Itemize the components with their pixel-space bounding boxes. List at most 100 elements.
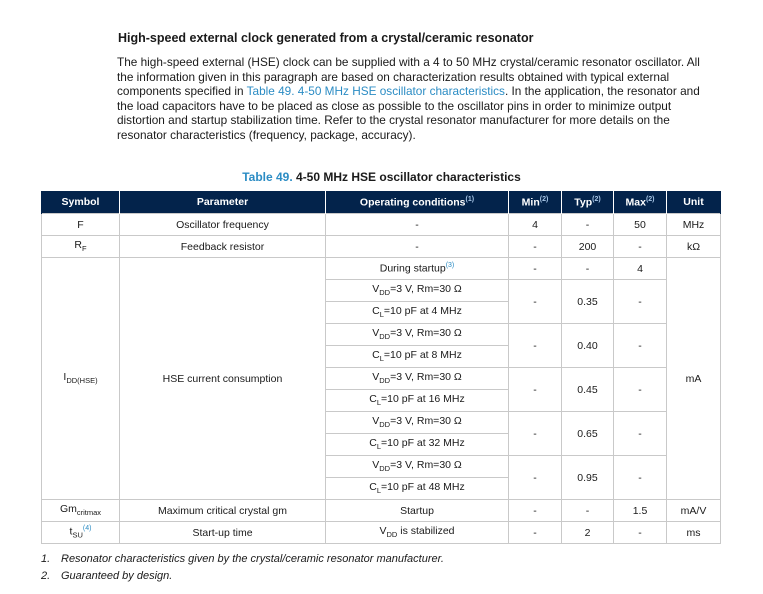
symbol-subscript: critmax xyxy=(76,508,102,518)
vdd-label: V xyxy=(372,283,380,296)
cell-conditions-vdd: VDD=3 V, Rm=30 Ω xyxy=(325,323,509,346)
cell-parameter: Maximum critical crystal gm xyxy=(119,499,326,522)
vdd-subscript: DD xyxy=(379,376,391,386)
cell-symbol: tSU(4) xyxy=(41,521,120,544)
cell-min: - xyxy=(508,257,562,280)
cell-max: - xyxy=(613,367,667,412)
table-row: VDD=3 V, Rm=30 Ω - 0.45 - xyxy=(42,367,721,412)
cl-subscript: L xyxy=(379,354,384,364)
body-paragraph: The high-speed external (HSE) clock can … xyxy=(117,55,717,143)
cell-parameter: Feedback resistor xyxy=(119,235,326,258)
cell-conditions-vdd: VDD=3 V, Rm=30 Ω xyxy=(325,455,509,478)
table-row: Gmcritmax Maximum critical crystal gm St… xyxy=(41,499,721,522)
note-item: 2. Guaranteed by design. xyxy=(41,568,444,585)
cell-min: - xyxy=(508,455,562,500)
footnote-ref[interactable]: (2) xyxy=(592,195,601,203)
cl-condition: =10 pF at 16 MHz xyxy=(381,393,465,406)
condition-text: is stabilized xyxy=(397,525,455,538)
footnote-ref[interactable]: (4) xyxy=(82,525,92,533)
header-max: Max(2) xyxy=(613,191,667,214)
cell-conditions-cl: CL=10 pF at 4 MHz xyxy=(325,301,509,324)
cl-subscript: L xyxy=(376,442,381,452)
cell-typ: 200 xyxy=(561,235,614,258)
header-typ-label: Typ xyxy=(574,196,593,209)
cell-typ: 0.40 xyxy=(561,323,614,368)
cl-subscript: L xyxy=(376,486,381,496)
header-symbol: Symbol xyxy=(41,191,120,214)
table-caption: Table 49. 4-50 MHz HSE oscillator charac… xyxy=(0,170,763,184)
symbol-main: R xyxy=(74,239,82,252)
header-min: Min(2) xyxy=(508,191,562,214)
cell-typ: - xyxy=(561,257,614,280)
hse-characteristics-table: Symbol Parameter Operating conditions(1)… xyxy=(41,191,721,544)
footnote-ref[interactable]: (1) xyxy=(465,195,475,203)
symbol-subscript: F xyxy=(82,244,87,254)
cell-min: - xyxy=(508,499,562,522)
cell-max: - xyxy=(613,279,667,324)
cl-label: C xyxy=(369,393,377,406)
header-unit: Unit xyxy=(666,191,721,214)
header-typ: Typ(2) xyxy=(561,191,614,214)
cl-condition: =10 pF at 32 MHz xyxy=(381,437,465,450)
table-row: CL=10 pF at 32 MHz xyxy=(42,433,721,456)
symbol-subscript: SU xyxy=(72,530,83,540)
cell-symbol: IDD(HSE) xyxy=(41,257,120,500)
footnote-ref[interactable]: (2) xyxy=(645,195,655,203)
cell-unit: mA/V xyxy=(666,499,721,522)
table-row: VDD=3 V, Rm=30 Ω - 0.95 - xyxy=(42,455,721,500)
cell-conditions-cl: CL=10 pF at 8 MHz xyxy=(325,345,509,368)
cell-max: - xyxy=(613,455,667,500)
vdd-subscript: DD xyxy=(379,332,391,342)
cell-min: - xyxy=(508,323,562,368)
cell-max: 50 xyxy=(613,213,667,236)
cell-typ: 0.35 xyxy=(561,279,614,324)
cell-typ: 2 xyxy=(561,521,614,544)
cell-conditions: Startup xyxy=(325,499,509,522)
cell-min: 4 xyxy=(508,213,562,236)
cell-unit: ms xyxy=(666,521,721,544)
cl-label: C xyxy=(372,305,380,318)
cell-typ: 0.65 xyxy=(561,411,614,456)
cell-conditions-vdd: VDD=3 V, Rm=30 Ω xyxy=(325,411,509,434)
section-heading: High-speed external clock generated from… xyxy=(118,31,534,45)
cell-max: 4 xyxy=(613,257,667,280)
cell-conditions-vdd: VDD=3 V, Rm=30 Ω xyxy=(325,279,509,302)
paragraph-text-end: . In the application, the resonator and … xyxy=(117,84,700,142)
note-number: 2. xyxy=(41,570,51,582)
cell-unit: MHz xyxy=(666,213,721,236)
table-number: Table 49. xyxy=(242,170,293,184)
vdd-condition: =3 V, Rm=30 Ω xyxy=(390,283,462,296)
table-row: CL=10 pF at 16 MHz xyxy=(42,389,721,412)
cell-min: - xyxy=(508,521,562,544)
vdd-condition: =3 V, Rm=30 Ω xyxy=(390,415,462,428)
footnote-ref[interactable]: (2) xyxy=(539,195,549,203)
header-min-label: Min xyxy=(521,196,540,209)
header-max-label: Max xyxy=(625,196,646,209)
header-conditions-label: Operating conditions xyxy=(359,196,466,209)
cl-subscript: L xyxy=(379,310,384,320)
cell-typ: 0.45 xyxy=(561,367,614,412)
cell-max: - xyxy=(613,411,667,456)
table-row: RF Feedback resistor - - 200 - kΩ xyxy=(41,235,721,258)
cell-symbol: F xyxy=(41,213,120,236)
cell-symbol: RF xyxy=(41,235,120,258)
vdd-subscript: DD xyxy=(386,530,398,540)
table-row: IDD(HSE) HSE current consumption During … xyxy=(41,257,721,500)
cell-conditions-cl: CL=10 pF at 32 MHz xyxy=(325,433,509,456)
footnote-ref[interactable]: (3) xyxy=(445,262,455,270)
cell-conditions-cl: CL=10 pF at 16 MHz xyxy=(325,389,509,412)
vdd-label: V xyxy=(379,525,387,538)
cell-unit: kΩ xyxy=(666,235,721,258)
cell-min: - xyxy=(508,279,562,324)
symbol-subscript: DD(HSE) xyxy=(66,376,98,386)
cell-min: - xyxy=(508,411,562,456)
vdd-condition: =3 V, Rm=30 Ω xyxy=(390,371,462,384)
table-reference-link[interactable]: Table 49. 4-50 MHz HSE oscillator charac… xyxy=(246,84,505,99)
table-row: tSU(4) Start-up time VDD is stabilized -… xyxy=(41,521,721,544)
vdd-subscript: DD xyxy=(379,420,391,430)
cell-conditions-cl: CL=10 pF at 48 MHz xyxy=(325,477,509,500)
cl-condition: =10 pF at 4 MHz xyxy=(383,305,462,318)
cell-conditions: During startup(3) xyxy=(325,257,509,280)
symbol-main: I xyxy=(63,371,67,384)
vdd-label: V xyxy=(372,371,380,384)
